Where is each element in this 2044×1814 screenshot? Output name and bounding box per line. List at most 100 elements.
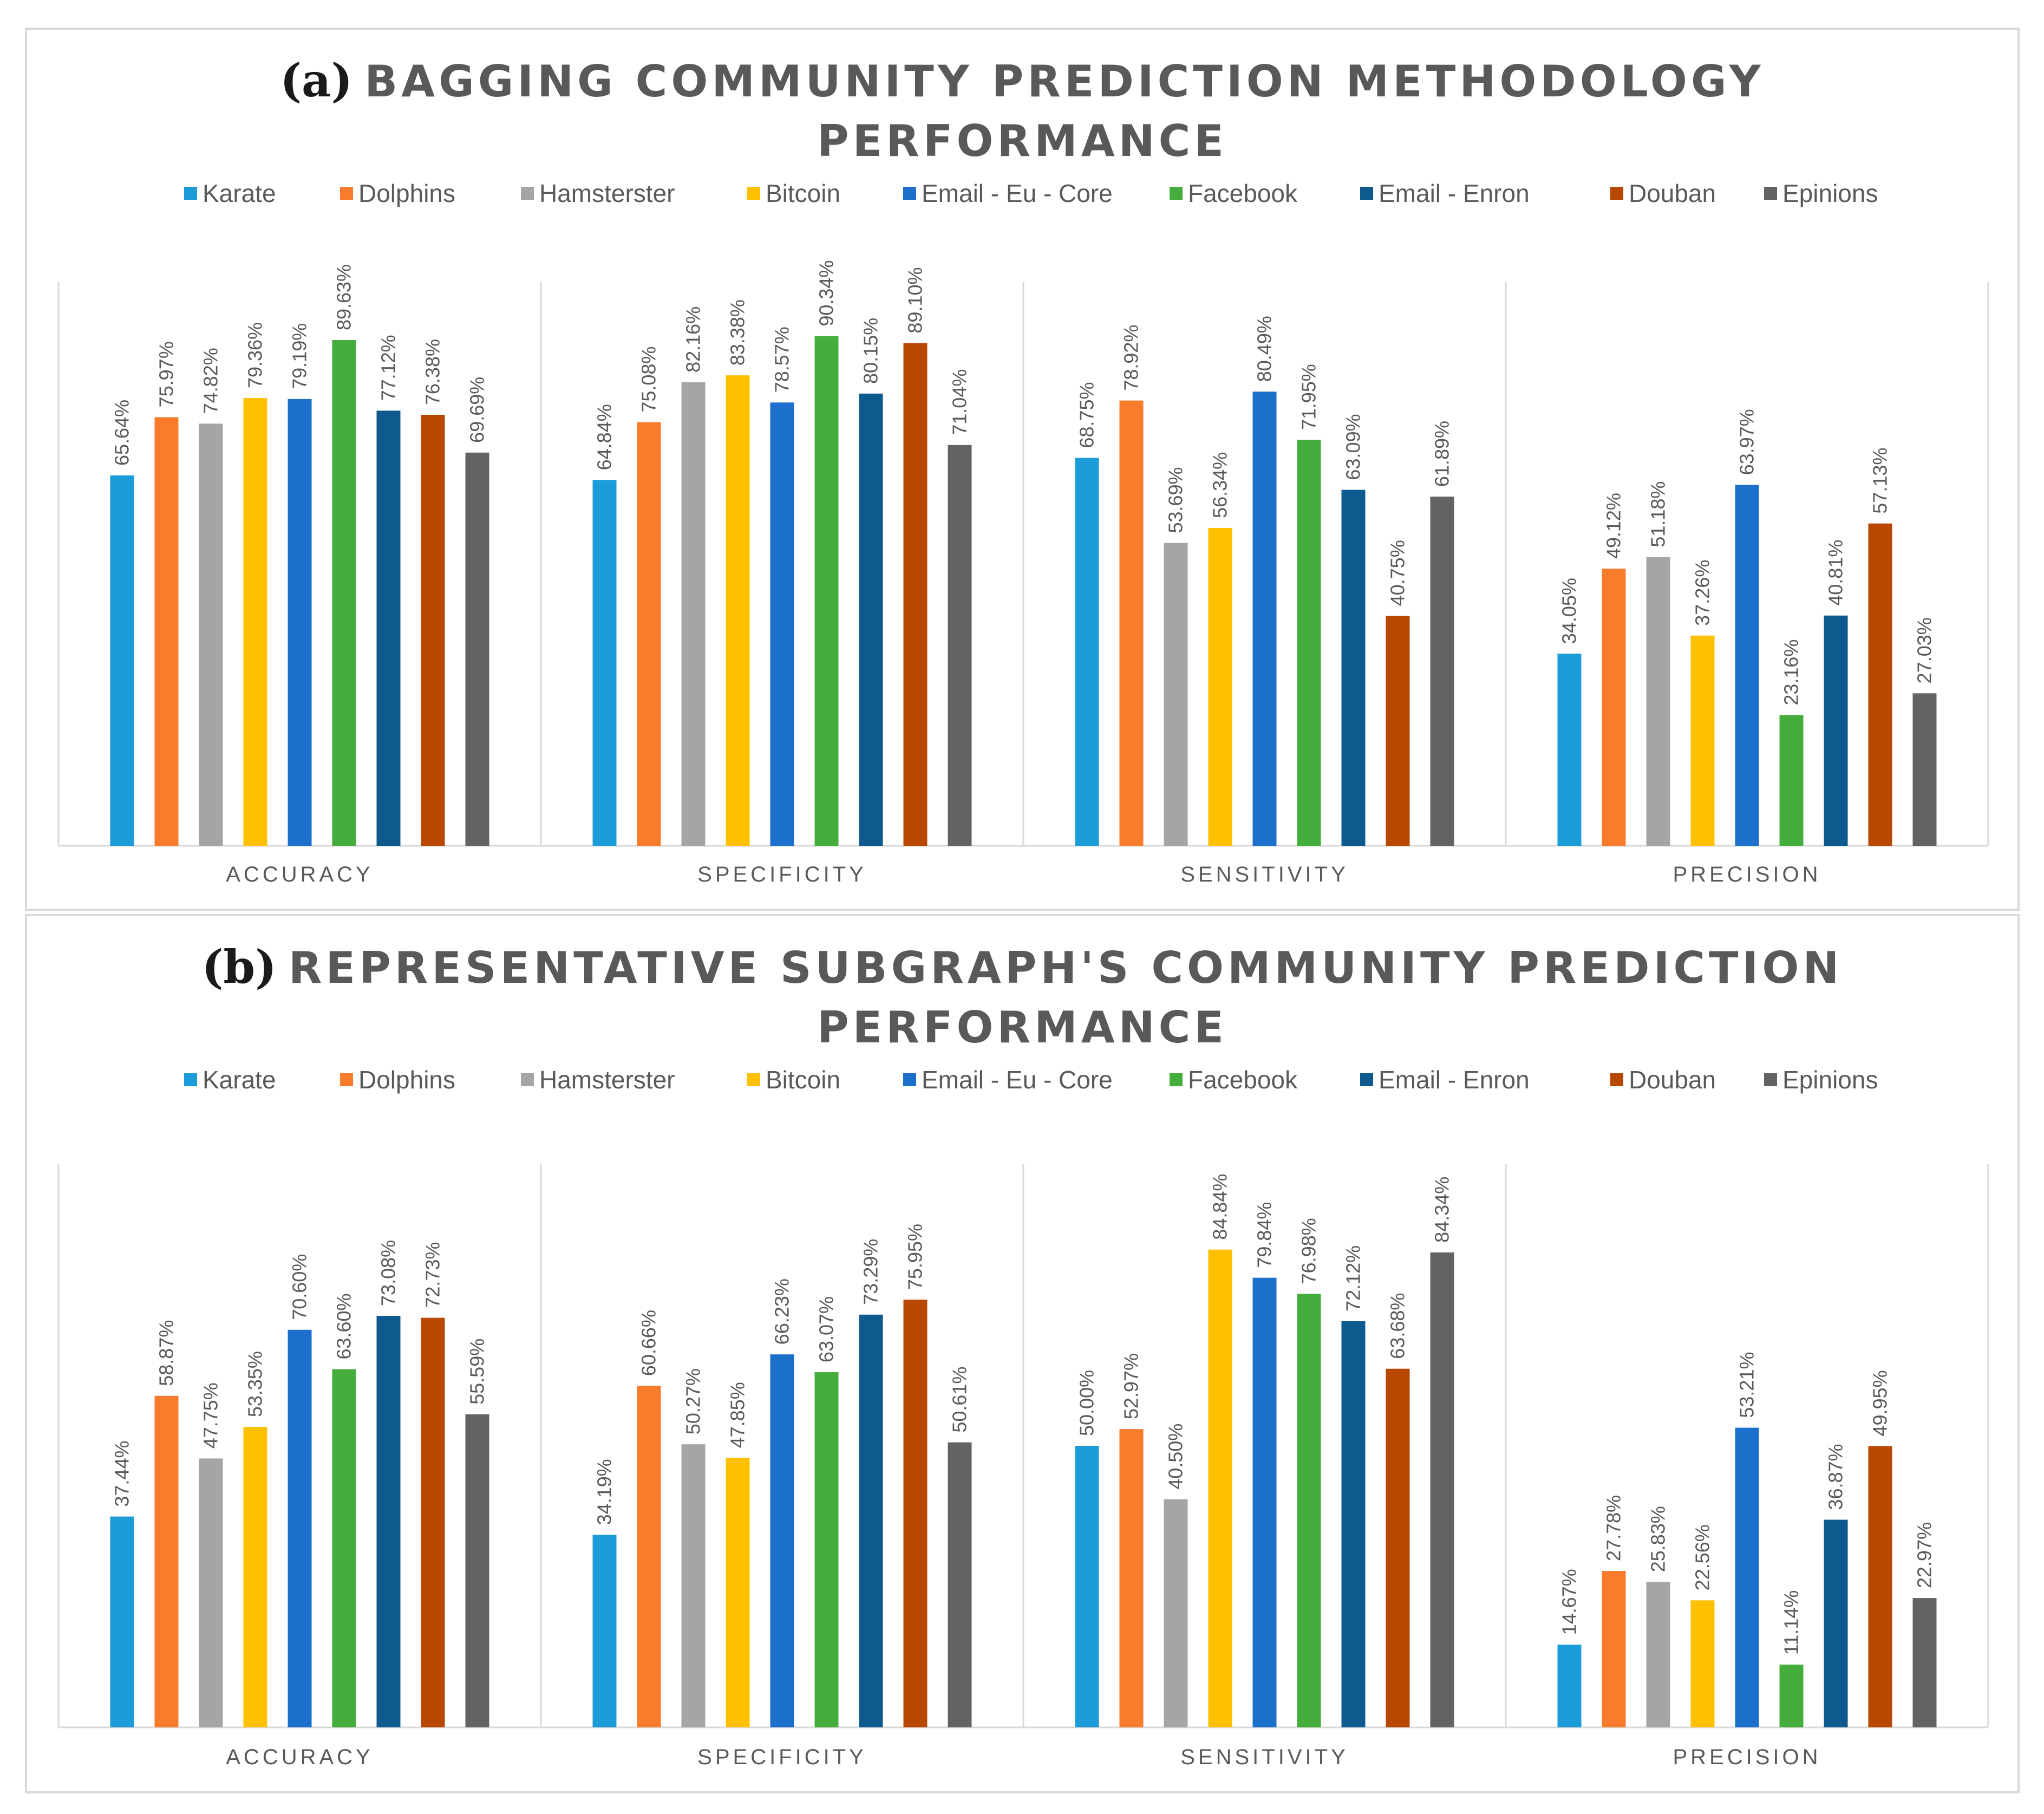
data-label-precision-epinions-b: 22.97% <box>1914 1522 1936 1588</box>
bar-precision-douban-a <box>1868 523 1892 846</box>
chart-a: Karate Dolphins Hamsterster Bitcoin Email - … <box>57 179 1989 886</box>
data-label-precision-karate-b: 14.67% <box>1558 1569 1581 1635</box>
bar-precision-email-eu-core-b <box>1735 1427 1759 1727</box>
bar-precision-dolphins-a <box>1602 569 1626 846</box>
data-label-sensitivity-email-enron-a: 63.09% <box>1342 414 1364 480</box>
bar-specificity-dolphins-b <box>637 1386 661 1727</box>
data-label-sensitivity-hamsterster-b: 40.50% <box>1165 1424 1187 1490</box>
legend-swatch-douban-b <box>1610 1073 1623 1086</box>
legend-swatch-email-enron-a <box>1360 187 1373 200</box>
data-label-sensitivity-karate-b: 50.00% <box>1076 1370 1098 1436</box>
bar-accuracy-email-enron-b <box>376 1315 401 1727</box>
legend-label-epinions-b: Epinions <box>1782 1066 1878 1094</box>
legend-swatch-bitcoin-b <box>747 1073 760 1086</box>
bar-sensitivity-douban-a <box>1386 616 1410 846</box>
data-label-specificity-epinions-b: 50.61% <box>949 1367 971 1433</box>
data-label-accuracy-epinions-a: 69.69% <box>466 377 488 443</box>
data-label-specificity-email-eu-core-a: 78.57% <box>771 327 793 393</box>
data-label-precision-douban-b: 49.95% <box>1869 1370 1891 1436</box>
legend-label-karate-a: Karate <box>203 179 276 207</box>
legend-label-hamsterster-a: Hamsterster <box>539 179 675 207</box>
data-label-accuracy-hamsterster-b: 47.75% <box>200 1382 222 1448</box>
bar-sensitivity-epinions-b <box>1430 1252 1454 1727</box>
legend-swatch-epinions-a <box>1764 187 1777 200</box>
legend-label-douban-a: Douban <box>1629 179 1716 207</box>
legend-swatch-facebook-a <box>1170 187 1183 200</box>
bar-accuracy-epinions-b <box>465 1414 489 1727</box>
bar-specificity-epinions-a <box>948 445 972 846</box>
data-label-sensitivity-email-eu-core-a: 80.49% <box>1253 316 1276 382</box>
bar-sensitivity-douban-b <box>1386 1368 1410 1727</box>
bar-specificity-hamsterster-a <box>681 382 706 846</box>
data-label-precision-dolphins-b: 27.78% <box>1603 1495 1625 1561</box>
data-label-accuracy-bitcoin-b: 53.35% <box>244 1351 266 1417</box>
data-label-sensitivity-hamsterster-a: 53.69% <box>1165 467 1187 533</box>
data-label-sensitivity-karate-a: 68.75% <box>1076 382 1098 448</box>
data-label-accuracy-facebook-b: 63.60% <box>333 1293 355 1359</box>
bar-specificity-bitcoin-a <box>726 375 750 846</box>
data-label-specificity-bitcoin-b: 47.85% <box>727 1382 749 1448</box>
data-label-precision-bitcoin-a: 37.26% <box>1692 560 1714 626</box>
category-label-sensitivity-b: SENSITIVITY <box>1180 1745 1349 1769</box>
data-label-precision-email-eu-core-b: 53.21% <box>1736 1352 1758 1418</box>
bar-accuracy-bitcoin-b <box>243 1427 267 1727</box>
bar-sensitivity-email-enron-b <box>1341 1321 1366 1727</box>
data-label-precision-email-enron-a: 40.81% <box>1825 540 1847 606</box>
data-label-precision-email-eu-core-a: 63.97% <box>1736 409 1758 475</box>
data-label-sensitivity-douban-b: 63.68% <box>1387 1293 1409 1359</box>
data-label-accuracy-douban-b: 72.73% <box>422 1242 444 1308</box>
bar-sensitivity-email-eu-core-b <box>1252 1277 1277 1727</box>
bar-specificity-douban-a <box>903 343 928 846</box>
panel-a-title-line1: (a) BAGGING COMMUNITY PREDICTION METHODOL… <box>280 54 1764 107</box>
panel-b-label: (b) <box>202 940 277 994</box>
data-label-accuracy-douban-a: 76.38% <box>422 339 444 405</box>
data-label-specificity-email-enron-b: 73.29% <box>860 1239 882 1305</box>
data-label-specificity-facebook-b: 63.07% <box>815 1296 838 1362</box>
data-label-precision-hamsterster-b: 25.83% <box>1647 1506 1669 1572</box>
bar-accuracy-douban-b <box>421 1317 445 1727</box>
legend-label-dolphins-b: Dolphins <box>358 1066 455 1094</box>
category-label-precision-a: PRECISION <box>1673 863 1821 886</box>
bar-precision-karate-b <box>1557 1645 1582 1727</box>
bar-sensitivity-bitcoin-a <box>1208 527 1232 846</box>
data-label-sensitivity-douban-a: 40.75% <box>1387 540 1409 606</box>
legend-swatch-karate-a <box>184 187 197 200</box>
legend-label-hamsterster-b: Hamsterster <box>539 1066 675 1094</box>
bar-sensitivity-facebook-a <box>1297 440 1321 846</box>
bar-precision-epinions-a <box>1912 693 1937 846</box>
bar-precision-hamsterster-b <box>1646 1582 1670 1727</box>
legend-label-bitcoin-a: Bitcoin <box>766 179 840 207</box>
bar-accuracy-douban-a <box>421 415 445 846</box>
data-label-accuracy-email-enron-b: 73.08% <box>377 1240 400 1306</box>
legend-label-email-eu-core-a: Email - Eu - Core <box>922 179 1113 207</box>
data-label-sensitivity-dolphins-a: 78.92% <box>1120 325 1142 391</box>
data-label-specificity-dolphins-b: 60.66% <box>638 1310 660 1376</box>
category-label-accuracy-b: ACCURACY <box>226 1745 373 1769</box>
bar-accuracy-email-enron-a <box>376 410 401 846</box>
category-label-specificity-a: SPECIFICITY <box>697 863 867 886</box>
category-label-specificity-b: SPECIFICITY <box>697 1745 867 1769</box>
legend-swatch-bitcoin-a <box>747 187 760 200</box>
data-label-accuracy-epinions-b: 55.59% <box>466 1339 488 1405</box>
bar-specificity-karate-b <box>592 1535 617 1727</box>
data-label-specificity-bitcoin-a: 83.38% <box>727 299 749 366</box>
bar-accuracy-hamsterster-b <box>199 1458 223 1727</box>
bar-sensitivity-epinions-a <box>1430 497 1454 846</box>
bar-sensitivity-dolphins-a <box>1119 400 1144 846</box>
category-label-accuracy-a: ACCURACY <box>226 863 373 886</box>
legend-label-karate-b: Karate <box>203 1066 276 1094</box>
legend-label-bitcoin-b: Bitcoin <box>766 1066 840 1094</box>
data-label-sensitivity-facebook-a: 71.95% <box>1298 364 1320 430</box>
bar-specificity-hamsterster-b <box>681 1444 706 1727</box>
panel-a-label: (a) <box>280 54 352 107</box>
bar-precision-douban-b <box>1868 1446 1892 1727</box>
bar-specificity-facebook-a <box>814 336 839 846</box>
data-label-precision-facebook-a: 23.16% <box>1780 640 1803 706</box>
bar-precision-facebook-a <box>1779 715 1804 846</box>
bar-sensitivity-facebook-b <box>1297 1294 1321 1727</box>
panel-b-frame <box>25 914 2020 1793</box>
bar-precision-email-enron-b <box>1824 1519 1848 1727</box>
legend-label-douban-b: Douban <box>1629 1066 1716 1094</box>
bar-sensitivity-karate-b <box>1075 1446 1099 1727</box>
